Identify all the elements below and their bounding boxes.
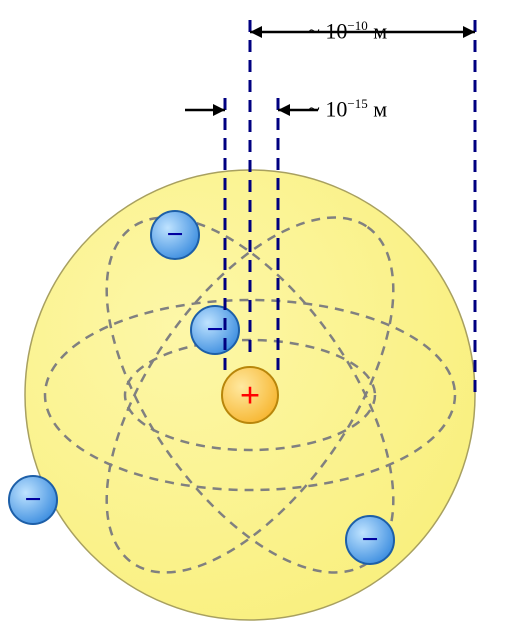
electron-minus-3: −: [361, 523, 378, 556]
atom-size-unit: м: [368, 18, 387, 43]
electron-minus-1: −: [206, 313, 223, 346]
nucleus-plus: +: [240, 375, 261, 415]
nucleus-size-exp: −15: [347, 96, 367, 111]
nucleus-size-unit: м: [368, 96, 387, 121]
electron-minus-0: −: [166, 218, 183, 251]
nucleus-size-prefix: ~ 10: [308, 96, 347, 121]
arrowhead: [213, 104, 225, 116]
arrowhead: [463, 26, 475, 38]
atom-diagram: +−−−− ~ 10−10 м ~ 10−15 м: [0, 0, 520, 628]
electron-minus-2: −: [24, 483, 41, 516]
atom-svg: +−−−−: [0, 0, 520, 628]
nucleus-size-label: ~ 10−15 м: [308, 96, 387, 122]
arrowhead: [278, 104, 290, 116]
arrowhead: [250, 26, 262, 38]
atom-size-prefix: ~ 10: [308, 18, 347, 43]
atom-size-exp: −10: [347, 18, 367, 33]
atom-size-label: ~ 10−10 м: [308, 18, 387, 44]
